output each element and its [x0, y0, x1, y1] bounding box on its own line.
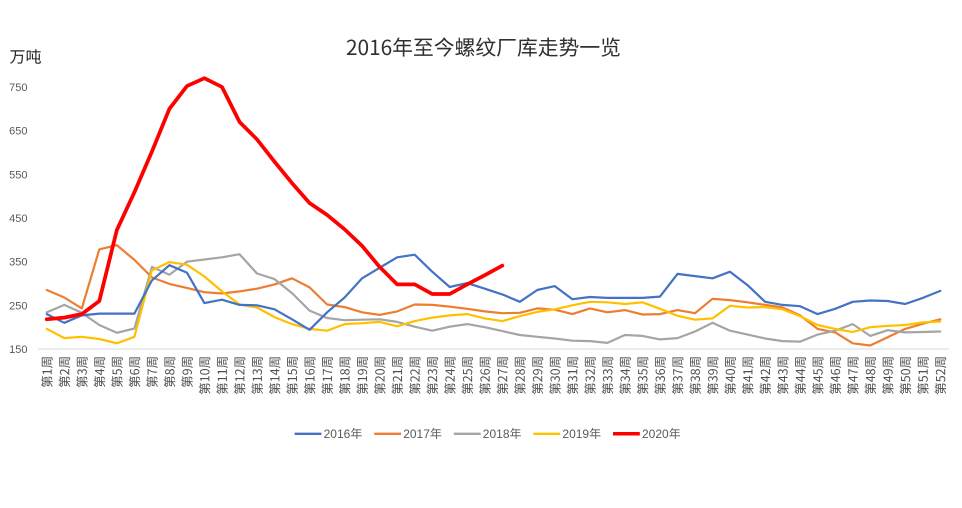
svg-text:2017: 2017	[403, 427, 430, 441]
svg-text:2018: 2018	[483, 427, 510, 441]
svg-text:2020: 2020	[642, 427, 669, 441]
svg-text:450: 450	[9, 213, 27, 225]
svg-text:550: 550	[9, 169, 27, 181]
svg-text:750: 750	[9, 82, 27, 94]
svg-text:150: 150	[9, 344, 27, 356]
svg-text:350: 350	[9, 257, 27, 269]
svg-text:250: 250	[9, 300, 27, 312]
svg-text:650: 650	[9, 126, 27, 138]
svg-text:2019: 2019	[562, 427, 589, 441]
svg-text:2016: 2016	[324, 427, 351, 441]
